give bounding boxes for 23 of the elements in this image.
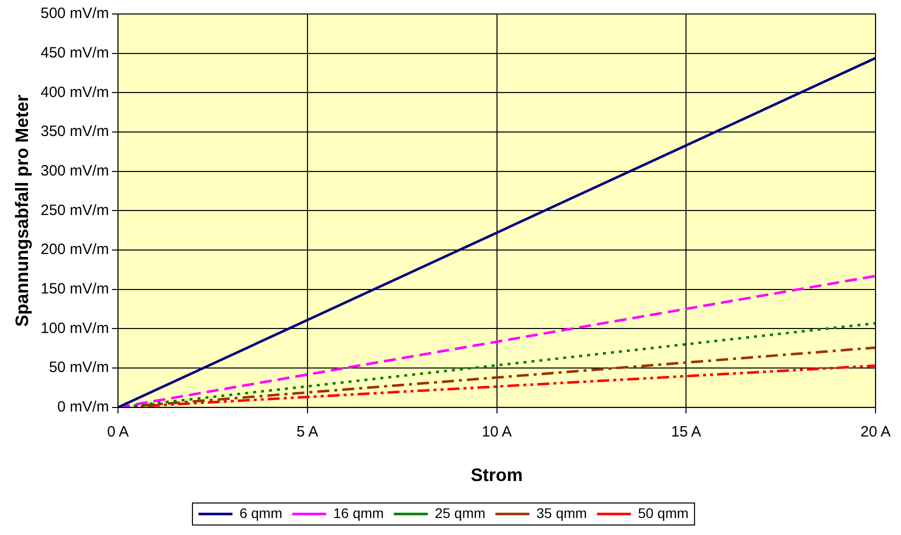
y-tick-label: 400 mV/m: [40, 84, 109, 101]
legend-label: 16 qmm: [333, 504, 384, 521]
legend-label: 50 qmm: [638, 504, 689, 521]
x-tick-label: 5 A: [296, 424, 318, 441]
y-tick-label: 50 mV/m: [48, 359, 109, 376]
x-tick-label: 10 A: [482, 424, 512, 441]
y-tick-label: 350 mV/m: [40, 123, 109, 140]
legend-label: 6 qmm: [239, 504, 282, 521]
y-tick-label: 300 mV/m: [40, 162, 109, 180]
x-tick-label: 0 A: [107, 424, 129, 441]
y-tick-label: 250 mV/m: [40, 202, 109, 219]
y-tick-label: 200 mV/m: [40, 241, 109, 258]
y-axis-title: Spannungsabfall pro Meter: [12, 94, 32, 327]
legend-label: 35 qmm: [536, 504, 587, 521]
x-tick-label: 15 A: [671, 424, 702, 441]
y-tick-label: 100 mV/m: [40, 320, 109, 337]
legend-label: 25 qmm: [434, 504, 486, 521]
x-tick-label: 20 A: [860, 424, 891, 441]
y-tick-label: 150 mV/m: [40, 280, 109, 298]
y-tick-label: 500 mV/m: [40, 5, 109, 22]
y-tick-label: 450 mV/m: [40, 44, 109, 62]
y-tick-label: 0 mV/m: [57, 398, 109, 416]
x-axis-title: Strom: [470, 465, 523, 486]
